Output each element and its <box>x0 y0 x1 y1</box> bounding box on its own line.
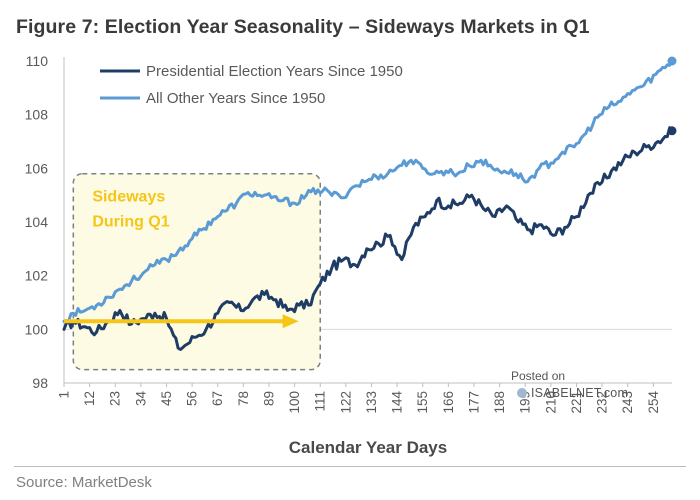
x-tick-label: 232 <box>595 391 610 414</box>
x-tick-label: 122 <box>338 391 353 414</box>
y-tick-label: 104 <box>25 214 49 230</box>
annotation-group: Sideways During Q1 <box>72 172 321 371</box>
x-tick-label: 89 <box>261 391 276 406</box>
x-tick-label: 100 <box>287 391 302 414</box>
x-tick-label: 254 <box>646 391 661 414</box>
watermark-brand: ISABELNET.com <box>531 386 628 400</box>
source-note: Source: MarketDesk <box>16 474 152 491</box>
x-tick-label: 111 <box>313 391 328 412</box>
legend-label-other: All Other Years Since 1950 <box>146 90 325 107</box>
watermark-logo-icon <box>517 388 527 398</box>
y-axis-ticks: 98 100 102 104 106 108 110 <box>25 53 49 391</box>
y-tick-label: 106 <box>25 160 49 176</box>
x-tick-label: 166 <box>441 391 456 414</box>
x-axis-ticks: 1 12 23 34 45 56 67 78 89 100 111 122 133 144 155 166 17… <box>57 383 661 414</box>
x-tick-label: 12 <box>82 391 97 406</box>
x-tick-label: 1 <box>57 391 72 399</box>
x-tick-label: 45 <box>159 391 174 406</box>
x-tick-label: 144 <box>390 391 405 414</box>
y-tick-label: 110 <box>26 53 49 69</box>
y-tick-label: 102 <box>25 268 49 284</box>
x-tick-label: 23 <box>108 391 123 406</box>
source-divider <box>14 466 686 467</box>
annotation-arrow <box>64 314 299 329</box>
annotation-text-line2: During Q1 <box>92 214 169 231</box>
x-tick-label: 221 <box>569 391 584 414</box>
y-tick-label: 108 <box>25 107 49 123</box>
arrow-head <box>282 314 299 329</box>
x-tick-label: 155 <box>415 391 430 414</box>
x-axis-title: Calendar Year Days <box>289 438 447 457</box>
x-tick-label: 78 <box>236 391 251 406</box>
x-tick-label: 133 <box>364 391 379 414</box>
watermark: Posted on ISABELNET.com <box>511 369 628 400</box>
annotation-text-line1: Sideways <box>92 189 165 206</box>
end-marker-presidential-years <box>667 126 677 136</box>
y-tick-label: 98 <box>32 375 48 391</box>
watermark-posted-on: Posted on <box>511 369 565 383</box>
series-line-presidential-years <box>62 126 674 351</box>
legend-label-presidential: Presidential Election Years Since 1950 <box>146 63 403 80</box>
series-group <box>62 56 677 351</box>
series-line-all-other-years <box>62 59 674 323</box>
chart-title: Figure 7: Election Year Seasonality – Si… <box>16 16 590 38</box>
end-marker-all-other-years <box>667 56 677 66</box>
x-tick-label: 188 <box>492 391 507 414</box>
x-tick-label: 67 <box>210 391 225 406</box>
x-tick-label: 177 <box>466 391 481 414</box>
x-tick-label: 210 <box>543 391 558 414</box>
y-tick-label: 100 <box>25 321 49 337</box>
x-tick-label: 56 <box>185 391 200 406</box>
legend: Presidential Election Years Since 1950 A… <box>100 63 403 107</box>
x-tick-label: 34 <box>133 391 148 407</box>
x-tick-label: 243 <box>620 391 635 414</box>
